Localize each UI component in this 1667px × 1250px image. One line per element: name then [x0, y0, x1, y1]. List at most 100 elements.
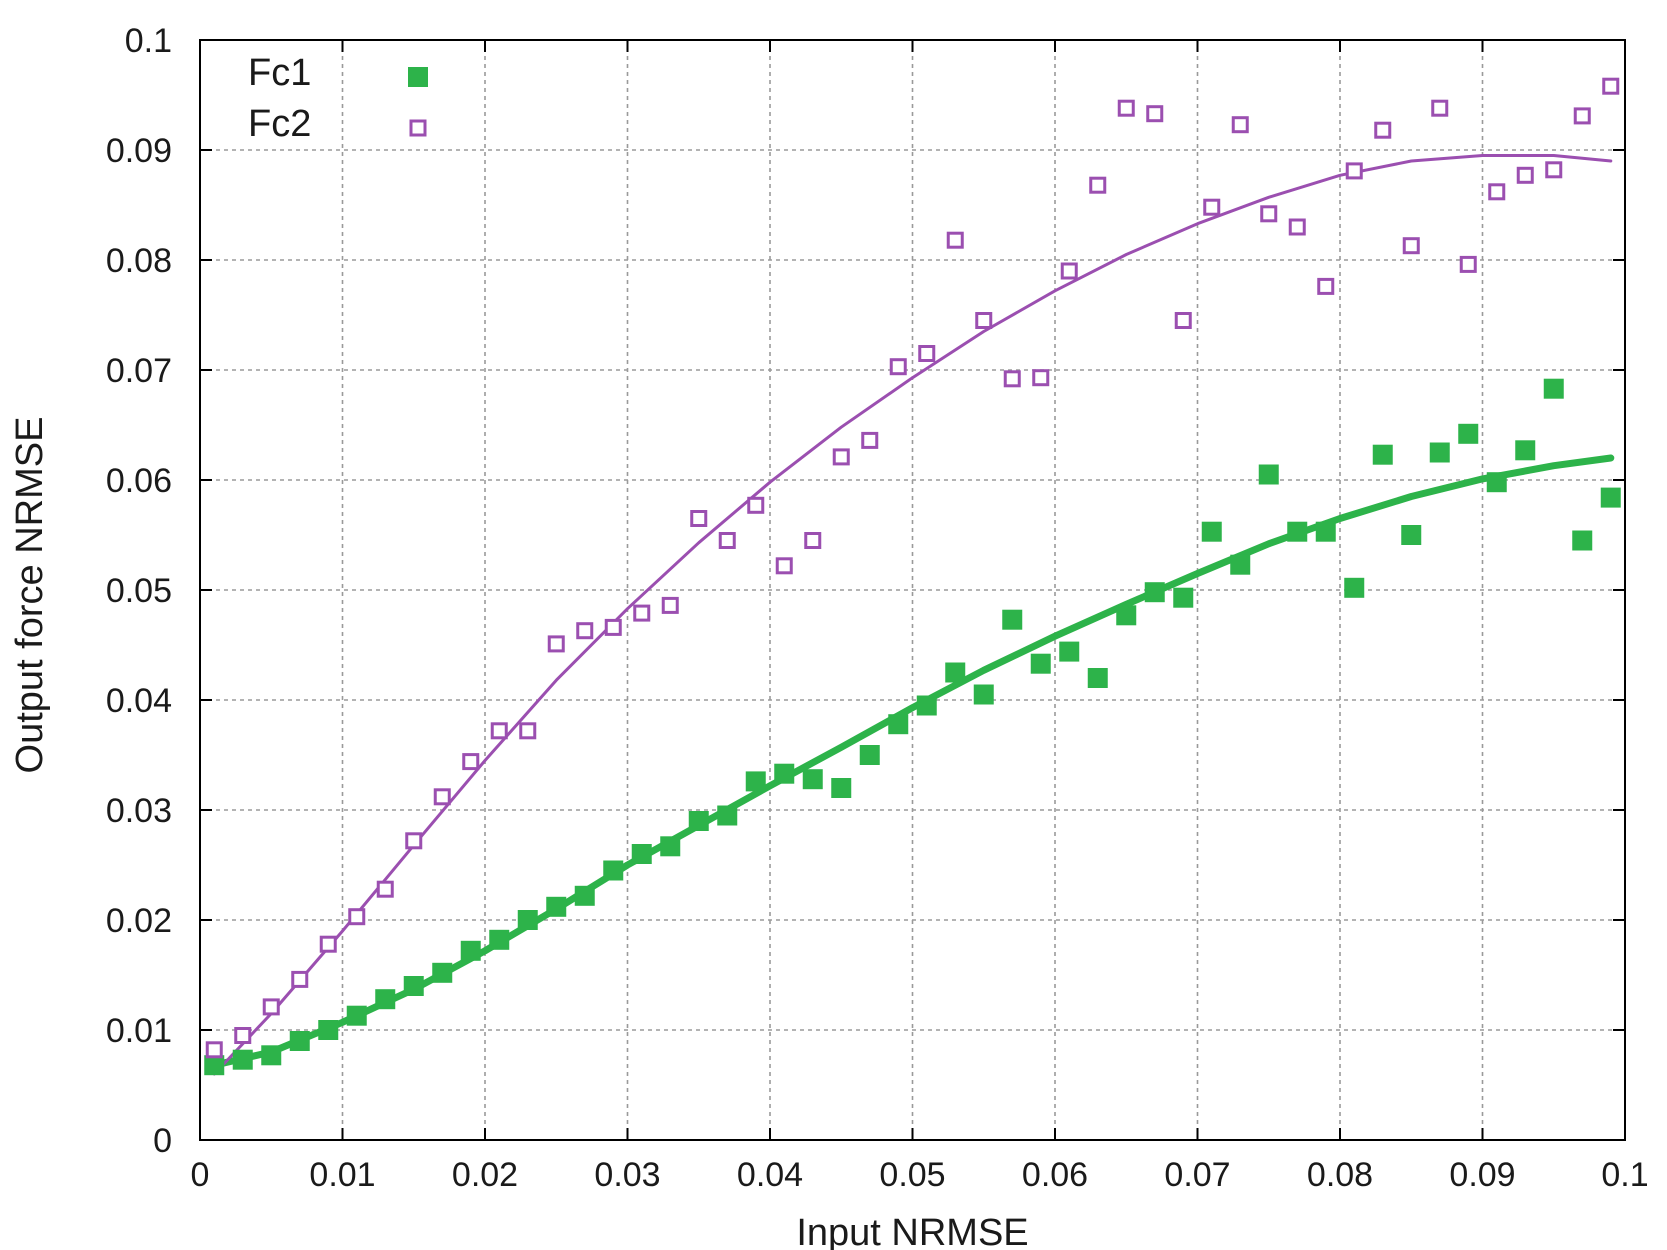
data-point-fc2 — [519, 722, 537, 740]
data-point-fc1 — [489, 929, 510, 950]
data-point-fc2 — [262, 998, 280, 1016]
data-point-fc2 — [975, 312, 993, 329]
data-point-fc1 — [1059, 641, 1080, 662]
data-point-fc1 — [1486, 472, 1507, 493]
data-point-fc2 — [1231, 116, 1249, 134]
data-point-fc1 — [631, 844, 652, 864]
data-point-fc2 — [1117, 99, 1135, 117]
data-point-fc2 — [718, 532, 736, 549]
x-tick-label: 0.08 — [1307, 1156, 1373, 1194]
data-point-fc2 — [690, 510, 708, 527]
legend-label-fc1: Fc1 — [248, 52, 311, 94]
data-point-fc2 — [1402, 237, 1420, 255]
y-tick-label: 0 — [153, 1122, 172, 1160]
y-tick-label: 0.03 — [106, 792, 172, 830]
data-point-fc2 — [1488, 183, 1506, 201]
y-tick-label: 0.05 — [106, 572, 172, 610]
data-point-fc1 — [1458, 423, 1479, 444]
data-point-fc1 — [1287, 521, 1308, 542]
y-tick-label: 0.08 — [106, 242, 172, 280]
data-point-fc2 — [918, 345, 936, 362]
data-point-fc1 — [745, 771, 766, 792]
data-point-fc2 — [747, 496, 765, 514]
data-point-fc1 — [1087, 668, 1108, 688]
data-point-fc1 — [945, 662, 966, 683]
x-axis-title: Input NRMSE — [796, 1212, 1028, 1250]
tick-marks — [199, 39, 1626, 1141]
data-point-fc1 — [688, 811, 709, 831]
x-tick-labels: 0 0.01 0.02 0.03 0.04 0.05 0.06 0.07 0.08 0.09 0.1 — [191, 1156, 1649, 1194]
data-point-fc2 — [946, 231, 964, 249]
data-point-fc1 — [1344, 577, 1365, 598]
data-point-fc2 — [1516, 166, 1534, 184]
data-point-fc2 — [234, 1027, 252, 1044]
data-points — [204, 77, 1621, 1076]
data-point-fc2 — [547, 635, 565, 653]
y-tick-label: 0.1 — [125, 22, 172, 60]
data-point-fc1 — [1116, 605, 1137, 626]
y-tick-label: 0.07 — [106, 352, 172, 390]
fit-curve-fc2 — [212, 154, 1613, 1076]
data-point-fc1 — [660, 836, 681, 857]
data-point-fc2 — [205, 1041, 223, 1059]
data-point-fc2 — [490, 722, 508, 740]
data-point-fc1 — [1429, 442, 1450, 463]
data-point-fc1 — [717, 805, 738, 826]
data-point-fc1 — [916, 695, 937, 716]
x-tick-label: 0.05 — [879, 1156, 945, 1194]
data-point-fc2 — [832, 448, 850, 466]
data-point-fc1 — [517, 910, 538, 930]
y-tick-label: 0.04 — [106, 682, 172, 720]
data-point-fc2 — [1602, 77, 1620, 95]
y-tick-label: 0.09 — [106, 132, 172, 170]
data-point-fc2 — [1345, 162, 1363, 180]
y-tick-label: 0.02 — [106, 902, 172, 940]
data-point-fc1 — [460, 940, 481, 961]
data-point-fc2 — [291, 970, 309, 988]
legend-marker-fc2 — [409, 119, 427, 137]
data-point-fc1 — [1144, 582, 1165, 603]
x-tick-label: 0.07 — [1164, 1156, 1230, 1194]
legend-marker-fc1 — [408, 67, 428, 87]
y-tick-labels: 0 0.01 0.02 0.03 0.04 0.05 0.06 0.07 0.08 0.09 0.1 — [106, 22, 172, 1160]
data-point-fc2 — [1060, 262, 1078, 280]
data-point-fc2 — [348, 908, 366, 926]
data-point-fc1 — [888, 714, 909, 735]
data-point-fc1 — [1173, 587, 1194, 608]
data-point-fc2 — [775, 557, 793, 575]
data-point-fc2 — [1288, 218, 1306, 236]
data-point-fc1 — [1600, 487, 1621, 508]
x-tick-label: 0.01 — [309, 1156, 375, 1194]
x-tick-label: 0.04 — [737, 1156, 803, 1194]
data-point-fc2 — [319, 935, 337, 953]
data-point-fc1 — [1572, 530, 1593, 551]
data-point-fc1 — [204, 1055, 225, 1076]
data-point-fc1 — [1201, 521, 1222, 542]
data-point-fc1 — [1372, 444, 1393, 465]
data-point-fc1 — [318, 1020, 339, 1040]
data-point-fc2 — [804, 532, 822, 549]
data-point-fc1 — [1543, 378, 1564, 399]
data-point-fc1 — [774, 763, 795, 784]
data-point-fc1 — [802, 769, 823, 790]
data-point-fc2 — [633, 604, 651, 622]
y-tick-label: 0.06 — [106, 462, 172, 500]
data-point-fc1 — [261, 1045, 282, 1066]
data-point-fc2 — [1174, 312, 1192, 329]
x-tick-label: 0.1 — [1601, 1156, 1648, 1194]
data-point-fc1 — [1401, 525, 1422, 545]
data-point-fc1 — [346, 1005, 367, 1026]
data-point-fc1 — [1030, 653, 1051, 674]
data-point-fc1 — [232, 1049, 253, 1070]
data-point-fc2 — [1459, 255, 1477, 273]
data-point-fc1 — [403, 976, 424, 996]
data-point-fc1 — [546, 896, 567, 917]
data-point-fc2 — [1573, 107, 1591, 125]
x-tick-label: 0.09 — [1449, 1156, 1515, 1194]
data-point-fc1 — [603, 860, 624, 881]
data-point-fc1 — [1258, 464, 1279, 485]
data-point-fc2 — [1431, 99, 1449, 117]
data-point-fc1 — [859, 745, 880, 765]
x-tick-label: 0.02 — [452, 1156, 518, 1194]
